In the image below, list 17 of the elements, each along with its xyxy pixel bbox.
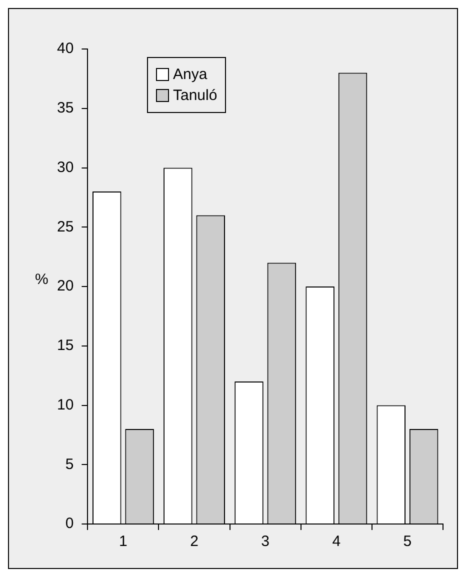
- y-tick-label: 0: [65, 515, 74, 532]
- x-tick-label: 4: [332, 533, 341, 550]
- x-tick-label: 5: [403, 533, 412, 550]
- x-tick-label: 3: [261, 533, 270, 550]
- y-tick-label: 40: [56, 40, 74, 58]
- y-axis-title: %: [35, 271, 48, 288]
- x-tick-label: 2: [190, 533, 198, 550]
- y-tick-label: 35: [56, 100, 74, 117]
- y-tick-label: 25: [56, 218, 74, 236]
- y-tick-label: 10: [56, 396, 74, 414]
- x-tick-label: 1: [119, 533, 128, 550]
- y-tick-label: 5: [65, 456, 74, 473]
- y-tick-label: 15: [56, 337, 74, 354]
- y-tick-label: 20: [56, 278, 74, 295]
- legend-label: Anya: [173, 66, 208, 83]
- legend-label: Tanuló: [173, 87, 218, 104]
- y-tick-label: 30: [56, 158, 74, 176]
